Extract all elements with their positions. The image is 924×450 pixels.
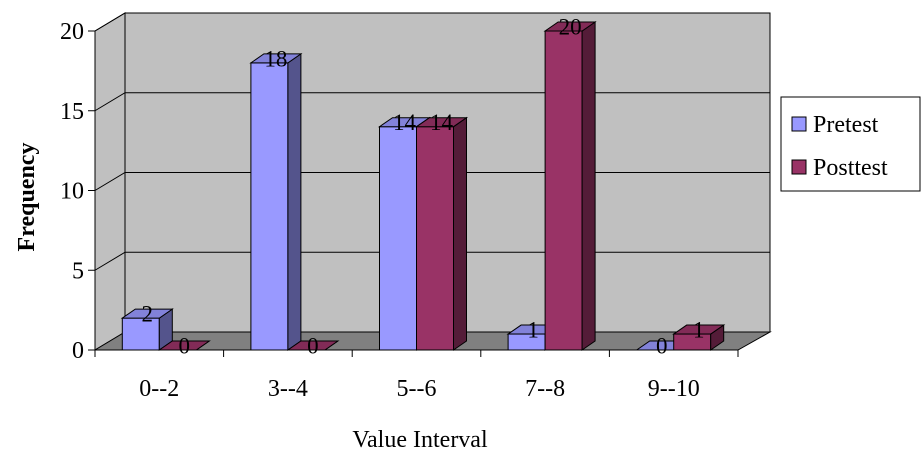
bar-posttest-9--10 (672, 324, 726, 351)
legend-swatch-pretest (791, 116, 807, 132)
data-label: 2 (142, 302, 154, 327)
legend: Pretest Posttest (780, 96, 921, 192)
x-axis-title: Value Interval (352, 427, 488, 450)
bar-top (157, 340, 211, 351)
data-label: 0 (307, 334, 319, 359)
y-tick-label: 20 (60, 19, 84, 45)
y-tick-labels: 0 5 10 15 20 (60, 19, 84, 364)
x-tick-label: 3--4 (268, 376, 308, 402)
x-tick-label: 7--8 (525, 376, 565, 402)
bar-posttest-0--2 (157, 340, 211, 351)
bar-top (249, 53, 303, 64)
data-label: 18 (264, 46, 287, 71)
bar-posttest-3--4 (286, 340, 340, 351)
bar-pretest-0--2 (120, 308, 174, 351)
x-tick-label: 9--10 (648, 376, 700, 402)
bars (120, 21, 726, 351)
bar-front (379, 126, 417, 351)
bar-front (544, 30, 583, 351)
data-label: 0 (656, 334, 668, 359)
x-tick-label: 0--2 (139, 376, 179, 402)
y-axis-title: Frequency (14, 143, 40, 252)
gridline (94, 12, 770, 32)
legend-label-posttest: Posttest (813, 155, 888, 181)
bar-side (287, 52, 302, 351)
data-label: 14 (393, 110, 417, 135)
y-tick-label: 5 (72, 258, 84, 284)
bar-top (414, 117, 469, 128)
bar-pretest-3--4 (249, 52, 303, 351)
legend-swatch-posttest (791, 159, 807, 175)
bar-top (543, 21, 597, 32)
bar-posttest-7--8 (543, 21, 597, 351)
data-label: 20 (559, 15, 582, 40)
x-tick-label: 5--6 (397, 376, 437, 402)
bar-top (120, 308, 174, 319)
bar-side (581, 21, 596, 351)
data-label: 0 (179, 334, 191, 359)
bar-side (453, 116, 467, 351)
legend-box (780, 96, 921, 192)
y-tick-label: 15 (60, 99, 84, 125)
bar-top (286, 340, 340, 351)
y-tick-label: 0 (72, 338, 84, 364)
legend-label-pretest: Pretest (813, 112, 879, 138)
data-label: 1 (693, 318, 705, 343)
data-label: 14 (430, 110, 454, 135)
bar-posttest-5--6 (414, 116, 469, 351)
data-label: 1 (527, 318, 539, 343)
bar-front (250, 62, 289, 351)
x-tick-labels: 0--2 3--4 5--6 7--8 9--10 (139, 376, 699, 402)
bar-top (672, 324, 726, 335)
y-tick-label: 10 (60, 179, 84, 205)
bar-front (416, 126, 454, 351)
